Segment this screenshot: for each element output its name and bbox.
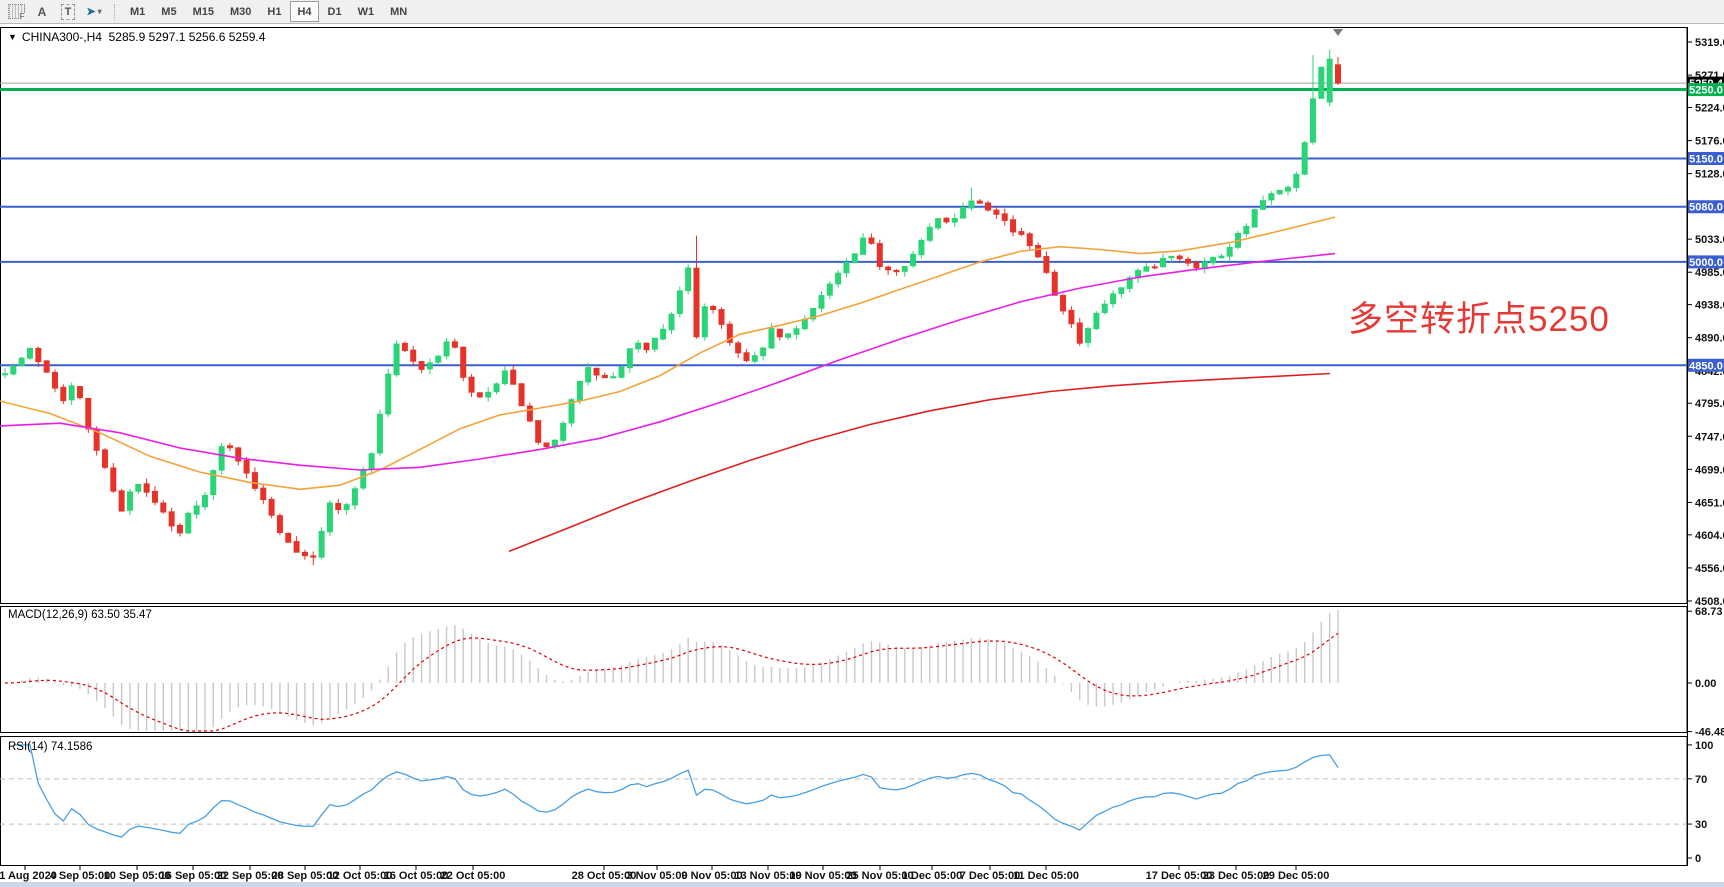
- svg-text:5080.0: 5080.0: [1689, 202, 1723, 214]
- macd-panel: 68.73 0.00 -46.48: [4, 606, 1724, 739]
- ma-fast-line: [0, 216, 1336, 491]
- svg-text:28 Sep 05:00: 28 Sep 05:00: [272, 870, 339, 882]
- svg-text:5250.0: 5250.0: [1689, 85, 1723, 97]
- svg-text:4 Sep 05:00: 4 Sep 05:00: [50, 870, 111, 882]
- rsi-line: [13, 744, 1339, 838]
- price-axis: 5319.05271.05224.05176.05128.05033.04985…: [1687, 37, 1724, 608]
- panel-borders: [0, 27, 1724, 887]
- svg-text:4556.0: 4556.0: [1695, 563, 1724, 575]
- symbol-dropdown-icon[interactable]: ▼: [8, 32, 17, 42]
- moving-averages: [0, 216, 1336, 553]
- svg-text:12 Oct 05:00: 12 Oct 05:00: [328, 870, 393, 882]
- timeframe-button-H4[interactable]: H4: [290, 1, 319, 22]
- svg-text:4938.0: 4938.0: [1695, 300, 1724, 312]
- svg-text:4890.0: 4890.0: [1695, 333, 1724, 345]
- svg-text:4747.0: 4747.0: [1695, 431, 1724, 443]
- chart-title: ▼ CHINA300-,H4 5285.9 5297.1 5256.6 5259.…: [8, 30, 265, 44]
- text-a-icon[interactable]: A: [37, 4, 47, 19]
- level-badge: 5000.0: [1688, 255, 1724, 269]
- timeframe-button-MN[interactable]: MN: [390, 5, 408, 18]
- svg-text:70: 70: [1695, 774, 1707, 786]
- last-bar-marker-icon: [1332, 29, 1343, 36]
- svg-text:31 Aug 2020: 31 Aug 2020: [0, 870, 57, 882]
- svg-text:22 Oct 05:00: 22 Oct 05:00: [441, 870, 506, 882]
- level-badge: 5150.0: [1688, 151, 1724, 165]
- level-badge: 5250.0: [1688, 83, 1724, 97]
- macd-indicator-label: MACD(12,26,9) 63.50 35.47: [8, 609, 152, 621]
- svg-text:68.73: 68.73: [1695, 606, 1723, 618]
- rsi-panel: 100 70 30 0: [0, 740, 1713, 865]
- svg-text:4604.0: 4604.0: [1695, 530, 1724, 542]
- timeframe-button-M1[interactable]: M1: [130, 5, 146, 18]
- svg-text:0.00: 0.00: [1695, 678, 1716, 690]
- timeframe-button-M15[interactable]: M15: [192, 5, 214, 18]
- svg-text:5319.0: 5319.0: [1695, 37, 1724, 49]
- drawing-tools-icon[interactable]: ➤ ▾: [86, 6, 102, 18]
- svg-text:19 Nov 05:00: 19 Nov 05:00: [789, 870, 856, 882]
- svg-text:13 Nov 05:00: 13 Nov 05:00: [734, 870, 801, 882]
- svg-text:4985.0: 4985.0: [1695, 267, 1724, 279]
- svg-text:16 Sep 05:00: 16 Sep 05:00: [160, 870, 227, 882]
- svg-text:5033.0: 5033.0: [1695, 234, 1724, 246]
- svg-text:0: 0: [1695, 853, 1701, 865]
- svg-text:11 Dec 05:00: 11 Dec 05:00: [1013, 870, 1079, 882]
- svg-text:22 Sep 05:00: 22 Sep 05:00: [217, 870, 284, 882]
- chart-templates-icon[interactable]: F: [6, 3, 26, 21]
- svg-text:17 Dec 05:00: 17 Dec 05:00: [1146, 870, 1213, 882]
- chart-toolbar: F A T ➤ ▾ M1 M5 M15 M30 H1 H4 D1 W1 MN: [0, 0, 1724, 24]
- svg-text:25 Nov 05:00: 25 Nov 05:00: [846, 870, 913, 882]
- svg-text:16 Oct 05:00: 16 Oct 05:00: [384, 870, 449, 882]
- timeframe-button-M5[interactable]: M5: [161, 5, 177, 18]
- svg-text:5000.0: 5000.0: [1689, 257, 1723, 269]
- chart-text-annotation[interactable]: 多空转折点5250: [1348, 300, 1610, 339]
- dropdown-caret-icon: ▾: [97, 7, 102, 16]
- rsi-indicator-label: RSI(14) 74.1586: [8, 741, 93, 753]
- svg-text:5128.0: 5128.0: [1695, 169, 1724, 181]
- svg-text:10 Sep 05:00: 10 Sep 05:00: [104, 870, 171, 882]
- svg-text:4651.0: 4651.0: [1695, 497, 1724, 509]
- ma-slow-line: [508, 372, 1331, 553]
- macd-values: 63.50 35.47: [91, 609, 152, 621]
- svg-text:3 Nov 05:00: 3 Nov 05:00: [626, 870, 687, 882]
- svg-text:4795.0: 4795.0: [1695, 398, 1724, 410]
- svg-text:5150.0: 5150.0: [1689, 153, 1723, 165]
- svg-text:100: 100: [1695, 740, 1713, 752]
- svg-text:1 Dec 05:00: 1 Dec 05:00: [902, 870, 963, 882]
- svg-text:29 Dec 05:00: 29 Dec 05:00: [1263, 870, 1330, 882]
- svg-text:30: 30: [1695, 819, 1707, 831]
- level-badge: 4850.0: [1688, 358, 1724, 372]
- candlestick-series: [2, 49, 1341, 566]
- rsi-value: 74.1586: [50, 741, 93, 753]
- timeframe-button-H1[interactable]: H1: [267, 5, 282, 18]
- horizontal-level-lines[interactable]: [0, 82, 1687, 367]
- svg-text:-46.48: -46.48: [1695, 727, 1724, 739]
- svg-text:4699.0: 4699.0: [1695, 464, 1724, 476]
- svg-text:28 Oct 05:00: 28 Oct 05:00: [572, 870, 637, 882]
- svg-text:7 Dec 05:00: 7 Dec 05:00: [960, 870, 1021, 882]
- svg-text:9 Nov 05:00: 9 Nov 05:00: [681, 870, 742, 882]
- level-badge: 5080.0: [1688, 200, 1724, 214]
- text-label-icon[interactable]: T: [58, 3, 78, 21]
- svg-text:4850.0: 4850.0: [1689, 360, 1723, 372]
- svg-text:5176.0: 5176.0: [1695, 136, 1724, 148]
- timeframe-button-group: M1 M5 M15 M30 H1 H4 D1 W1 MN: [122, 1, 415, 22]
- svg-text:5224.0: 5224.0: [1695, 102, 1724, 114]
- macd-signal-line: [4, 632, 1339, 732]
- toolbar-separator: [114, 3, 116, 20]
- svg-text:23 Dec 05:00: 23 Dec 05:00: [1203, 870, 1270, 882]
- chart-symbol-label: CHINA300-,H4: [21, 30, 102, 44]
- timeframe-button-W1[interactable]: W1: [357, 5, 375, 18]
- ma-medium-line: [0, 252, 1336, 471]
- svg-text:4508.0: 4508.0: [1695, 596, 1724, 608]
- timeframe-button-D1[interactable]: D1: [327, 5, 342, 18]
- chart-ohlc-values: 5285.9 5297.1 5256.6 5259.4: [108, 30, 266, 44]
- timeframe-button-M30[interactable]: M30: [229, 5, 252, 18]
